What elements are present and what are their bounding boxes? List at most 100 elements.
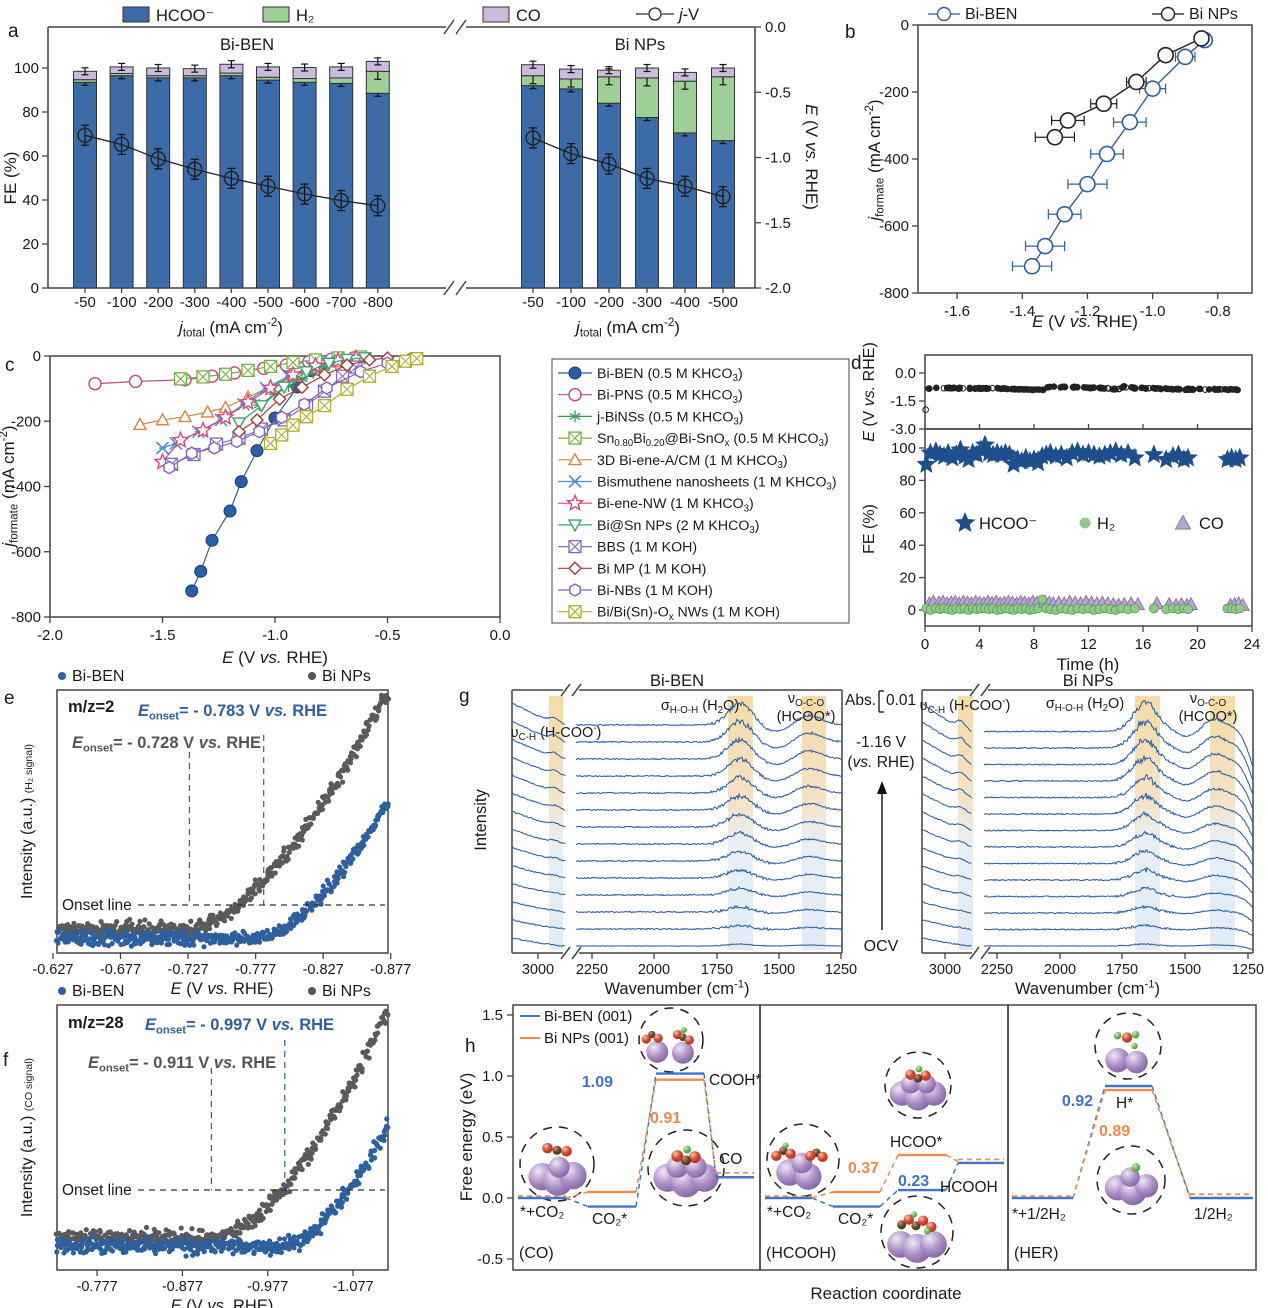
svg-text:Wavenumber (cm-1): Wavenumber (cm-1) bbox=[604, 978, 749, 998]
svg-text:σH-O-H (H2O): σH-O-H (H2O) bbox=[1046, 696, 1124, 714]
svg-text:-800: -800 bbox=[363, 294, 393, 311]
svg-text:0.0: 0.0 bbox=[895, 365, 916, 382]
svg-text:CO: CO bbox=[719, 1151, 742, 1168]
svg-text:0.0: 0.0 bbox=[482, 1190, 503, 1207]
molecule-insets bbox=[1094, 1012, 1166, 1215]
svg-text:2250: 2250 bbox=[981, 962, 1013, 978]
svg-text:-0.8: -0.8 bbox=[1205, 303, 1231, 320]
svg-text:Eonset= - 0.783 V vs. RHE: Eonset= - 0.783 V vs. RHE bbox=[138, 702, 327, 723]
svg-text:νO-C-O: νO-C-O bbox=[788, 691, 825, 709]
svg-text:-0.627: -0.627 bbox=[32, 962, 73, 978]
svg-text:0.0: 0.0 bbox=[765, 19, 786, 36]
svg-text:Abs.: Abs. bbox=[845, 692, 876, 709]
svg-text:E (V vs. RHE): E (V vs. RHE) bbox=[802, 104, 821, 210]
svg-text:-50: -50 bbox=[74, 294, 96, 311]
svg-text:m/z=2: m/z=2 bbox=[68, 698, 114, 716]
svg-text:1750: 1750 bbox=[1106, 962, 1138, 978]
svg-text:HCOO⁻: HCOO⁻ bbox=[979, 515, 1037, 533]
svg-text:Bi-BEN: Bi-BEN bbox=[220, 36, 274, 54]
svg-text:-0.5: -0.5 bbox=[375, 627, 401, 644]
svg-text:1/2H₂: 1/2H₂ bbox=[1194, 1206, 1233, 1223]
svg-text:*+CO₂: *+CO₂ bbox=[767, 1204, 811, 1221]
molecule-insets bbox=[766, 1051, 954, 1269]
svg-text:m/z=28: m/z=28 bbox=[68, 1014, 124, 1032]
svg-text:-2.0: -2.0 bbox=[765, 280, 791, 297]
svg-text:νO-C-O: νO-C-O bbox=[1190, 691, 1227, 709]
svg-text:COOH*: COOH* bbox=[709, 1072, 762, 1089]
svg-text:Free energy (eV): Free energy (eV) bbox=[457, 1073, 476, 1202]
svg-text:j-BiNSs (0.5 M KHCO3): j-BiNSs (0.5 M KHCO3) bbox=[596, 409, 743, 427]
svg-text:-0.827: -0.827 bbox=[303, 962, 344, 978]
svg-text:HCOO*: HCOO* bbox=[890, 1134, 943, 1151]
svg-text:Bi-BEN (001): Bi-BEN (001) bbox=[544, 1008, 632, 1025]
svg-text:-0.5: -0.5 bbox=[477, 1251, 503, 1268]
svg-text:*+CO₂: *+CO₂ bbox=[520, 1204, 564, 1221]
svg-text:(HCOOH): (HCOOH) bbox=[766, 1245, 836, 1262]
svg-text:(HCOO*): (HCOO*) bbox=[1179, 709, 1238, 725]
panel-label-d: d bbox=[851, 353, 862, 374]
svg-text:jtotal (mA cm-2): jtotal (mA cm-2) bbox=[177, 317, 283, 340]
svg-text:1500: 1500 bbox=[1169, 962, 1201, 978]
panel-label-c: c bbox=[5, 355, 15, 376]
svg-text:Eonset= - 0.911 V vs. RHE: Eonset= - 0.911 V vs. RHE bbox=[88, 1054, 276, 1075]
svg-text:Bi-BEN: Bi-BEN bbox=[72, 668, 124, 685]
svg-text:2250: 2250 bbox=[576, 962, 608, 978]
legend-panel-c: Bi-BEN (0.5 M KHCO3) Bi-PNS (0.5 M KHCO3)… bbox=[551, 358, 850, 624]
svg-text:-0.877: -0.877 bbox=[370, 962, 411, 978]
svg-text:E (V vs. RHE): E (V vs. RHE) bbox=[222, 648, 328, 667]
svg-text:Bi NPs: Bi NPs bbox=[322, 983, 371, 1000]
panel-h-chart: *+CO₂ CO₂* COOH* CO 1.09 0.91 (CO) *+CO₂ CO₂* HCO… bbox=[457, 1004, 1257, 1303]
svg-text:-0.877: -0.877 bbox=[162, 1279, 203, 1295]
svg-text:-3.0: -3.0 bbox=[890, 421, 916, 438]
panel-f-chart: Bi-BEN Bi NPs -0.777 -0.877 -0.977 -1.077 E (V… bbox=[19, 983, 391, 1308]
svg-text:Bi NPs: Bi NPs bbox=[1063, 672, 1113, 690]
molecule-insets bbox=[519, 1007, 725, 1207]
svg-text:60: 60 bbox=[22, 148, 39, 165]
svg-text:-500: -500 bbox=[708, 294, 738, 311]
svg-text:80: 80 bbox=[899, 472, 916, 489]
svg-text:Eonset= - 0.997 V vs. RHE: Eonset= - 0.997 V vs. RHE bbox=[145, 1016, 334, 1037]
svg-text:Bi MP (1 M KOH): Bi MP (1 M KOH) bbox=[597, 561, 706, 577]
svg-text:1.5: 1.5 bbox=[482, 1007, 503, 1024]
legend-panel-h: Bi-BEN (001) Bi NPs (001) bbox=[520, 1008, 632, 1047]
svg-text:100: 100 bbox=[14, 60, 39, 77]
svg-text:0: 0 bbox=[31, 280, 39, 297]
svg-text:Bi NPs (001): Bi NPs (001) bbox=[544, 1030, 629, 1047]
svg-text:0.5: 0.5 bbox=[482, 1129, 503, 1146]
svg-text:0.92: 0.92 bbox=[1062, 1093, 1093, 1110]
svg-text:υC-H (H-COO-): υC-H (H-COO-) bbox=[920, 696, 1011, 716]
svg-text:-0.677: -0.677 bbox=[100, 962, 141, 978]
svg-text:(CO): (CO) bbox=[519, 1245, 554, 1262]
svg-text:CO: CO bbox=[516, 7, 541, 25]
panel-label-e: e bbox=[4, 688, 15, 709]
svg-text:CO₂*: CO₂* bbox=[838, 1211, 873, 1228]
svg-text:HCOOH: HCOOH bbox=[940, 1179, 998, 1196]
svg-text:Bi-NBs (1 M KOH): Bi-NBs (1 M KOH) bbox=[597, 583, 713, 599]
svg-text:0.01: 0.01 bbox=[886, 692, 916, 709]
svg-text:-600: -600 bbox=[290, 294, 320, 311]
svg-text:Wavenumber (cm-1): Wavenumber (cm-1) bbox=[1015, 978, 1160, 998]
svg-text:Bi NPs: Bi NPs bbox=[322, 668, 371, 685]
svg-text:Bi/Bi(Sn)-Ox NWs (1 M KOH): Bi/Bi(Sn)-Ox NWs (1 M KOH) bbox=[597, 605, 780, 623]
svg-text:0.23: 0.23 bbox=[898, 1173, 929, 1190]
svg-text:Intensity: Intensity bbox=[472, 789, 490, 851]
svg-text:υC-H (H-COO-): υC-H (H-COO-) bbox=[511, 723, 602, 743]
svg-text:1250: 1250 bbox=[1232, 962, 1264, 978]
svg-text:H*: H* bbox=[1116, 1095, 1133, 1112]
svg-text:-200: -200 bbox=[594, 294, 624, 311]
svg-text:2000: 2000 bbox=[1044, 962, 1076, 978]
svg-text:0: 0 bbox=[33, 348, 41, 365]
panel-a-chart: HCOO⁻ H₂ CO j-V 0 20 40 60 80 100 0.0 -0.5 -1.0 -1.5 -… bbox=[1, 6, 821, 340]
svg-text:-50: -50 bbox=[522, 294, 544, 311]
svg-text:-400: -400 bbox=[670, 294, 700, 311]
svg-text:2000: 2000 bbox=[638, 962, 670, 978]
panel-label-f: f bbox=[3, 1050, 9, 1071]
panel-label-a: a bbox=[8, 21, 19, 42]
svg-text:8: 8 bbox=[1030, 636, 1038, 653]
svg-text:-700: -700 bbox=[326, 294, 356, 311]
svg-text:Bi-BEN: Bi-BEN bbox=[72, 983, 124, 1000]
svg-text:20: 20 bbox=[22, 236, 39, 253]
svg-text:-1.0: -1.0 bbox=[765, 150, 791, 167]
svg-text:-800: -800 bbox=[879, 285, 909, 302]
